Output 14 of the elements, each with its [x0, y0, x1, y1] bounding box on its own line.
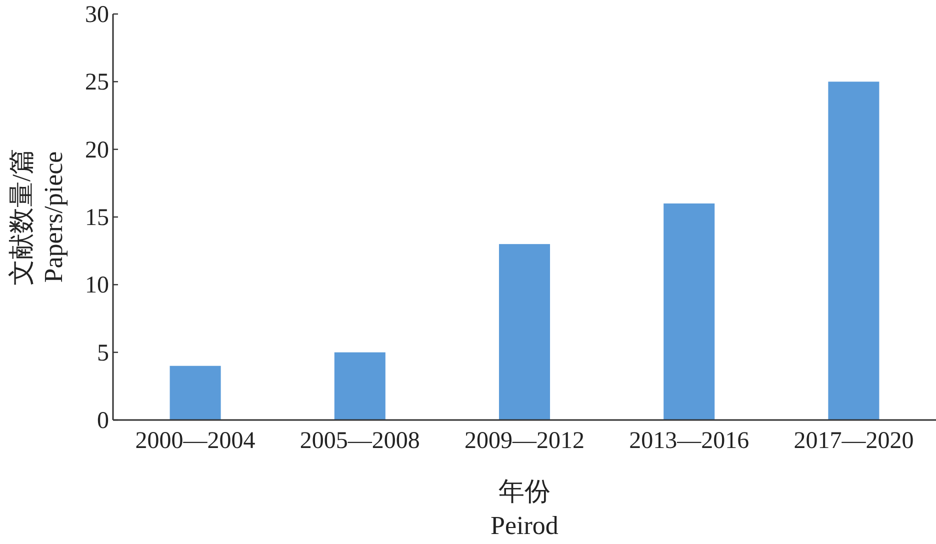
x-axis-title: 年份 Peirod	[490, 477, 558, 540]
y-tick-label: 0	[97, 408, 109, 434]
y-tick-label: 15	[85, 205, 109, 231]
x-tick-label: 2005—2008	[300, 428, 420, 454]
x-tick-label: 2017—2020	[794, 428, 914, 454]
y-tick-label: 25	[85, 70, 109, 96]
y-axis-title: 文献数量/篇 Papers/piece	[7, 148, 68, 286]
x-tick-label: 2000—2004	[135, 428, 256, 454]
y-tick-label: 5	[97, 340, 109, 366]
x-tick-label: 2013—2016	[629, 428, 750, 454]
y-tick-label: 10	[85, 272, 109, 299]
x-tick-label: 2009—2012	[464, 428, 584, 454]
y-tick-label: 20	[85, 137, 109, 164]
y-tick-label: 30	[85, 2, 109, 28]
